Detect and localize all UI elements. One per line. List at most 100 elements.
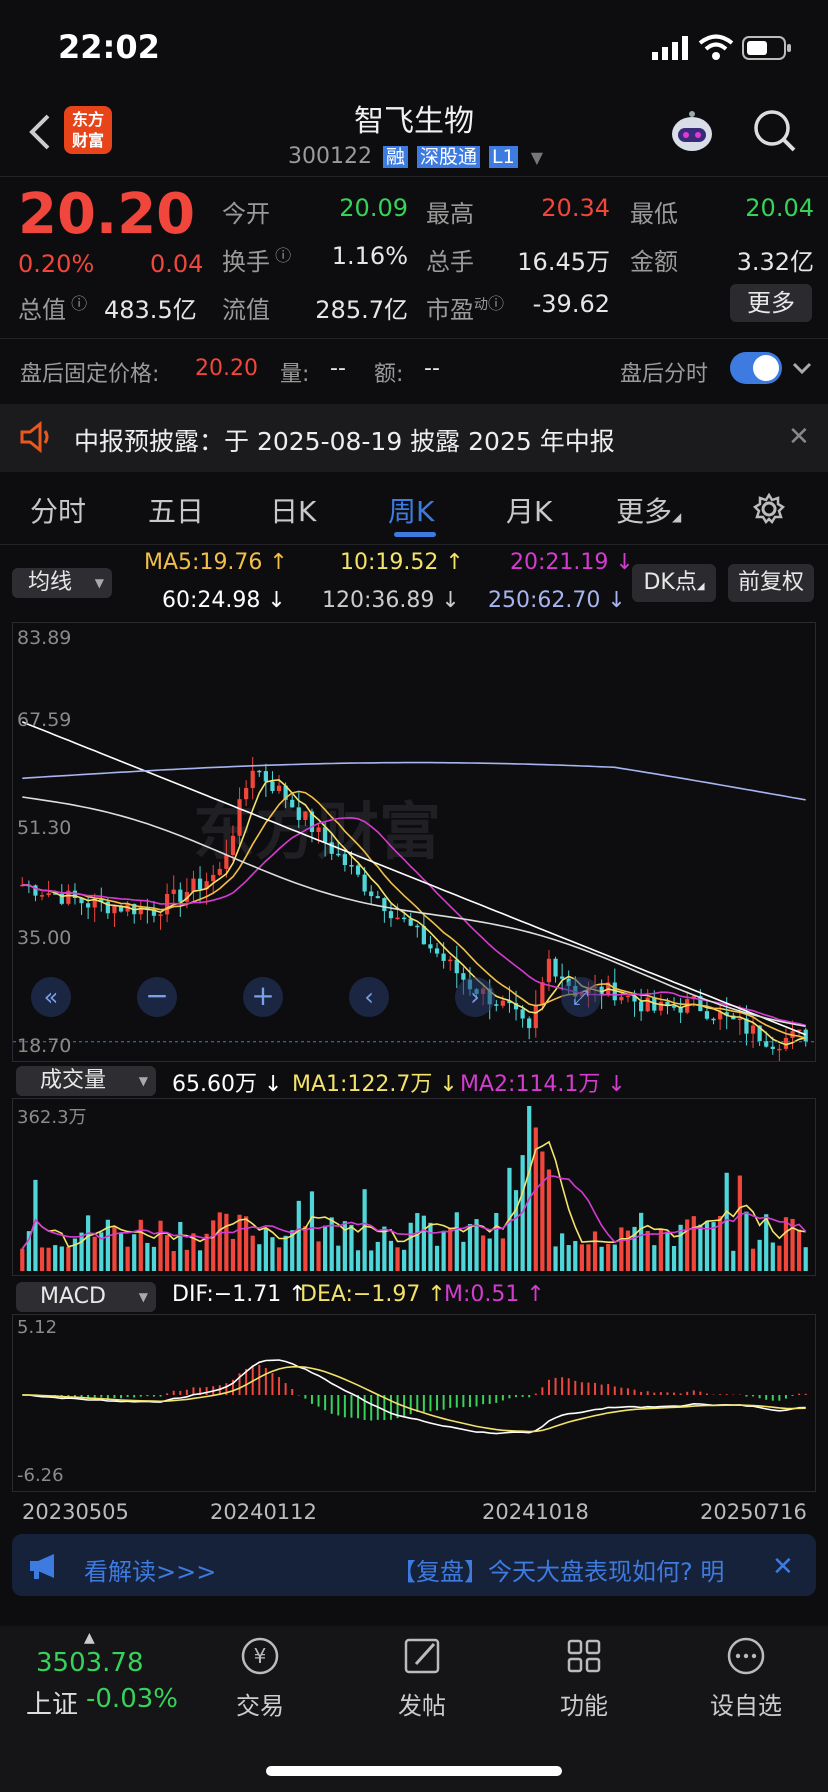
- search-button[interactable]: [752, 108, 798, 154]
- volume-bar: [770, 1242, 775, 1271]
- date-label-1: 20230505: [22, 1500, 129, 1524]
- open-label: 今开: [222, 200, 270, 228]
- news-ticker[interactable]: [12, 1534, 816, 1596]
- zoom-out-button[interactable]: −: [137, 977, 177, 1017]
- ticker-left-text[interactable]: 看解读>>>: [84, 1558, 217, 1586]
- volume-bar: [592, 1231, 598, 1271]
- volume-chart[interactable]: 362.3万: [12, 1098, 816, 1276]
- chevron-down-icon[interactable]: [790, 356, 814, 384]
- dk-point-button[interactable]: DK点◢: [632, 564, 716, 602]
- volume-bar: [191, 1233, 196, 1271]
- close-icon[interactable]: ✕: [788, 422, 810, 452]
- kline-candle: [783, 1037, 789, 1049]
- volume-bar: [197, 1250, 203, 1271]
- info-icon[interactable]: ⓘ: [488, 294, 505, 313]
- volume-bar: [230, 1238, 236, 1271]
- nav-function-label: 功能: [560, 1692, 608, 1720]
- kline-candle: [145, 907, 150, 910]
- volume-bar: [66, 1246, 71, 1271]
- tab-more[interactable]: 更多◢: [616, 495, 682, 528]
- info-icon[interactable]: ⓘ: [270, 246, 292, 265]
- robot-icon[interactable]: [668, 108, 716, 156]
- volume-selector[interactable]: 成交量 ▼: [16, 1066, 156, 1096]
- nav-function[interactable]: 功能: [544, 1634, 624, 1734]
- date-label-2: 20240112: [210, 1500, 317, 1524]
- nav-post[interactable]: 发帖: [382, 1634, 462, 1734]
- fullscreen-button[interactable]: ⤢: [561, 977, 601, 1017]
- stock-title: 智飞生物: [354, 104, 474, 139]
- kline-candle: [86, 903, 91, 908]
- notice-text[interactable]: 中报预披露：于 2025-08-19 披露 2025 年中报: [74, 427, 615, 456]
- tab-week-k[interactable]: 周K: [388, 495, 435, 528]
- volume-bar: [151, 1246, 157, 1271]
- nav-add-watchlist[interactable]: 设自选: [706, 1634, 786, 1734]
- adjust-button[interactable]: 前复权: [728, 564, 814, 602]
- volume-bar: [586, 1244, 591, 1271]
- ma60-value: 60:24.98 ↓: [162, 588, 286, 613]
- ticker-close-icon[interactable]: ✕: [772, 1552, 794, 1582]
- kline-candle: [711, 1018, 716, 1021]
- volume-bar: [731, 1250, 736, 1271]
- settings-gear-icon[interactable]: [752, 492, 786, 530]
- volume-bar: [270, 1237, 275, 1271]
- kline-candle: [454, 959, 459, 974]
- yen-exchange-icon: ¥: [241, 1637, 279, 1675]
- caret-down-icon[interactable]: ▼: [530, 148, 544, 167]
- more-button[interactable]: 更多: [730, 284, 812, 322]
- volume-bar: [369, 1250, 374, 1271]
- back-button[interactable]: [24, 112, 54, 152]
- nav-trade[interactable]: ¥ 交易: [220, 1634, 300, 1734]
- volume-bar: [665, 1231, 670, 1271]
- home-indicator: [266, 1766, 562, 1776]
- tab-day-k[interactable]: 日K: [270, 495, 317, 528]
- tab-month-k[interactable]: 月K: [506, 495, 553, 528]
- kline-candle: [303, 811, 308, 820]
- kline-candle: [724, 1012, 729, 1016]
- volume-bar: [204, 1233, 209, 1271]
- scroll-left-fast-button[interactable]: «: [31, 977, 71, 1017]
- app-logo: 东方 财富: [64, 106, 112, 154]
- tab-five-day[interactable]: 五日: [148, 495, 205, 528]
- zoom-in-button[interactable]: +: [243, 977, 283, 1017]
- ma5-value: MA5:19.76 ↑: [144, 550, 288, 575]
- after-hours-toggle[interactable]: [730, 352, 782, 384]
- info-icon[interactable]: ⓘ: [66, 294, 88, 313]
- volume-bar: [474, 1219, 479, 1271]
- kline-chart[interactable]: 东方财富 83.89 67.59 51.30 35.00 18.70 « − +…: [12, 622, 816, 1062]
- scroll-left-button[interactable]: ‹: [349, 977, 389, 1017]
- volume-bar: [421, 1215, 426, 1271]
- caret-up-icon: ▲: [84, 1630, 95, 1646]
- tab-minute[interactable]: 分时: [30, 495, 87, 528]
- ma-selector[interactable]: 均线 ▼: [12, 568, 112, 598]
- nav-post-label: 发帖: [398, 1692, 446, 1720]
- kline-candle: [553, 958, 558, 977]
- kline-candle: [250, 770, 255, 789]
- macd-m: M:0.51 ↑: [444, 1282, 545, 1307]
- volume-bar: [375, 1241, 380, 1271]
- macd-selector[interactable]: MACD ▼: [16, 1282, 156, 1312]
- volume-bar: [112, 1226, 117, 1271]
- macd-dif: DIF:−1.71 ↑: [172, 1282, 307, 1307]
- kline-candle: [777, 1048, 782, 1051]
- volume-bar: [619, 1227, 624, 1271]
- kline-candle: [204, 881, 209, 890]
- volume-bar: [434, 1245, 440, 1271]
- volume-bar: [454, 1212, 459, 1271]
- kline-candle: [79, 897, 84, 904]
- index-name[interactable]: 上证: [26, 1690, 79, 1720]
- volume-bar: [53, 1245, 58, 1271]
- kline-candle: [750, 1025, 756, 1034]
- index-value[interactable]: 3503.78: [36, 1648, 144, 1678]
- ticker-right-text[interactable]: 【复盘】今天大盘表现如何? 明: [392, 1558, 725, 1586]
- high-label: 最高: [426, 200, 474, 228]
- volume-bar: [553, 1246, 558, 1271]
- notice-bar[interactable]: [0, 404, 828, 472]
- volume-bar: [612, 1244, 617, 1271]
- volume-bar: [125, 1246, 130, 1271]
- index-change[interactable]: -0.03%: [86, 1684, 178, 1714]
- tab-active-indicator: [394, 532, 436, 537]
- float-value: 285.7亿: [315, 296, 408, 324]
- scroll-right-button[interactable]: ›: [455, 977, 495, 1017]
- ma10-value: 10:19.52 ↑: [340, 550, 464, 575]
- macd-chart[interactable]: 5.12 -6.26: [12, 1314, 816, 1492]
